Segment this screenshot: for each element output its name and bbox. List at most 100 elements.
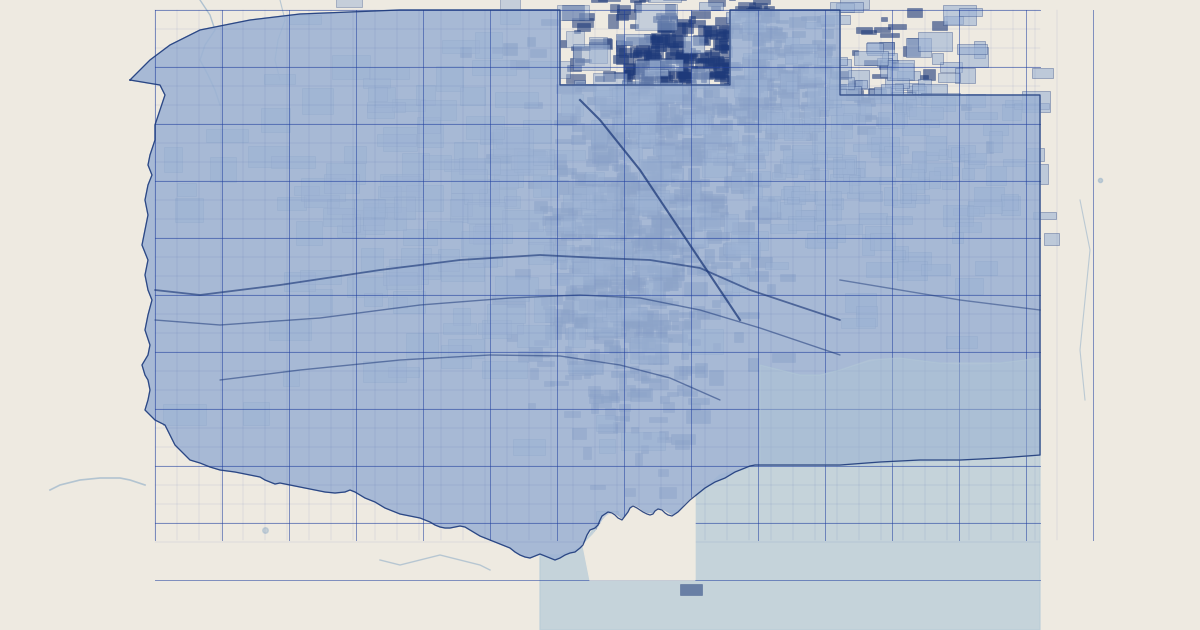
Bar xyxy=(652,274,667,278)
Bar xyxy=(840,123,852,129)
Bar xyxy=(650,33,670,45)
Bar xyxy=(661,75,672,83)
Bar xyxy=(682,244,703,248)
Bar xyxy=(461,231,502,256)
Bar xyxy=(550,154,565,169)
Bar xyxy=(696,207,709,214)
Bar xyxy=(695,113,708,134)
Bar xyxy=(622,96,635,106)
Bar xyxy=(778,128,788,132)
Bar xyxy=(648,210,659,215)
Bar xyxy=(643,311,658,321)
Bar xyxy=(590,484,606,489)
Bar xyxy=(613,321,632,325)
Bar xyxy=(700,2,722,10)
Bar xyxy=(614,128,634,137)
Bar xyxy=(703,194,725,207)
Bar xyxy=(679,108,697,113)
Bar xyxy=(534,295,553,322)
Bar xyxy=(684,138,706,152)
Bar xyxy=(718,32,725,37)
Bar xyxy=(665,195,686,203)
Bar xyxy=(656,13,677,19)
Bar xyxy=(670,104,679,117)
Bar xyxy=(500,0,520,25)
Bar xyxy=(481,320,511,338)
Bar xyxy=(394,291,425,314)
Bar xyxy=(653,289,665,302)
Bar xyxy=(854,51,888,65)
Bar xyxy=(653,145,676,156)
Bar xyxy=(700,52,719,61)
Bar xyxy=(581,202,605,209)
Bar xyxy=(540,205,552,212)
Bar xyxy=(785,120,804,135)
Bar xyxy=(559,259,566,270)
Bar xyxy=(624,488,635,496)
Bar xyxy=(666,52,679,62)
Bar xyxy=(788,79,796,90)
Bar xyxy=(593,192,604,204)
Bar xyxy=(667,392,678,396)
Bar xyxy=(602,307,647,321)
Bar xyxy=(1033,212,1056,219)
Bar xyxy=(738,93,751,100)
Bar xyxy=(650,303,666,307)
Bar xyxy=(862,234,874,255)
Bar xyxy=(734,79,767,97)
Bar xyxy=(604,268,622,275)
Bar xyxy=(856,113,871,122)
Bar xyxy=(730,105,746,110)
Bar xyxy=(607,266,624,270)
Bar xyxy=(744,67,760,79)
Bar xyxy=(806,133,817,140)
Bar xyxy=(606,296,625,309)
Bar xyxy=(336,0,362,7)
Bar xyxy=(619,373,626,384)
Bar xyxy=(785,132,810,140)
Bar xyxy=(859,213,887,224)
Bar xyxy=(491,132,502,142)
Bar xyxy=(637,127,650,132)
Bar xyxy=(475,224,500,234)
Bar xyxy=(590,0,607,3)
Bar xyxy=(607,129,623,137)
Bar xyxy=(406,333,438,358)
Bar xyxy=(890,249,906,258)
Bar xyxy=(637,307,647,316)
Bar xyxy=(781,81,799,93)
Bar xyxy=(610,106,632,114)
Bar xyxy=(673,189,682,198)
Bar xyxy=(643,245,654,256)
Bar xyxy=(800,68,830,83)
Bar xyxy=(264,74,295,84)
Bar xyxy=(652,35,667,43)
Polygon shape xyxy=(583,496,695,580)
Bar xyxy=(743,135,754,145)
Bar xyxy=(816,205,841,220)
Bar xyxy=(818,103,829,110)
Bar xyxy=(668,36,685,47)
Bar xyxy=(722,243,734,255)
Bar xyxy=(614,243,631,267)
Bar xyxy=(731,62,740,69)
Bar xyxy=(653,298,672,305)
Bar xyxy=(780,73,797,89)
Bar xyxy=(827,46,832,55)
Bar xyxy=(665,4,674,14)
Bar xyxy=(803,62,811,65)
Bar xyxy=(631,339,648,348)
Bar xyxy=(827,72,838,77)
Bar xyxy=(762,107,773,118)
Bar xyxy=(622,432,666,450)
Bar xyxy=(598,0,620,1)
Bar xyxy=(745,83,751,89)
Bar xyxy=(737,115,745,125)
Bar xyxy=(641,378,660,382)
Bar xyxy=(752,0,770,4)
Bar xyxy=(643,95,661,99)
Bar xyxy=(631,277,646,284)
Bar xyxy=(678,76,685,81)
Bar xyxy=(828,86,860,100)
Bar xyxy=(629,132,658,139)
